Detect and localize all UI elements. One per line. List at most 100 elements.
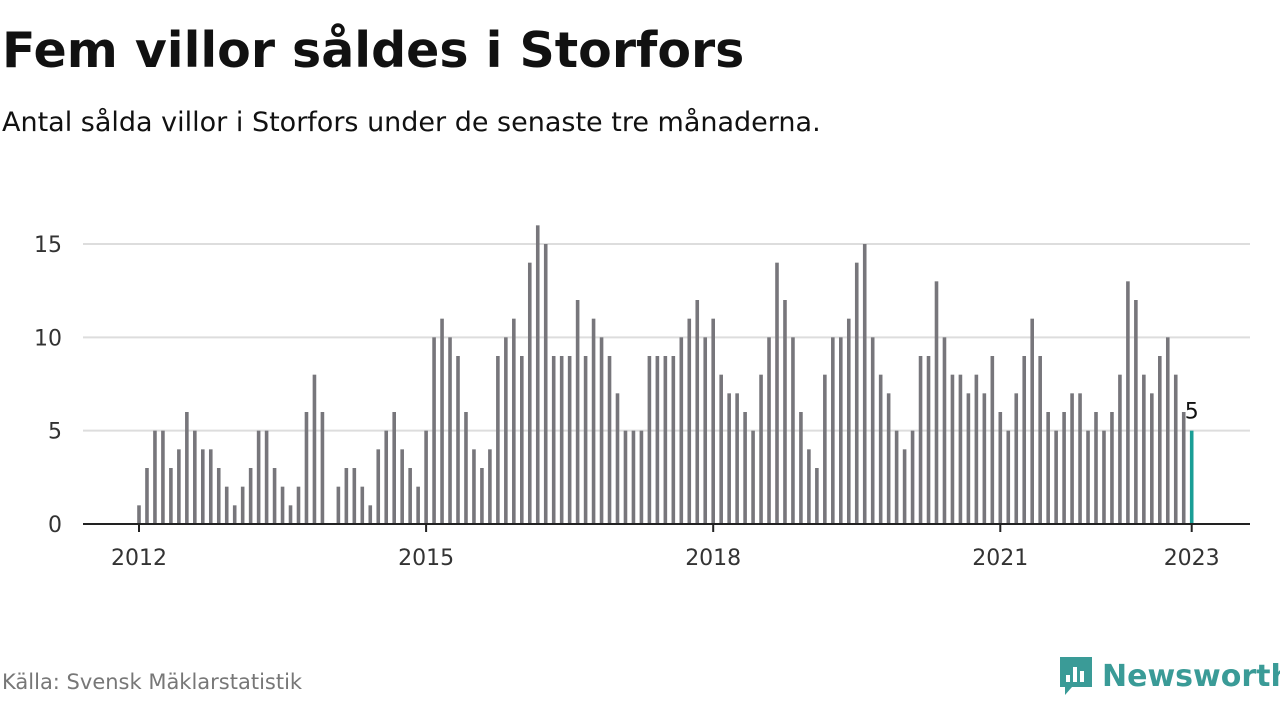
bar (878, 374, 883, 524)
bar (807, 449, 811, 524)
bar (926, 356, 931, 524)
bar (504, 337, 508, 524)
bar (647, 356, 652, 524)
bar (1014, 393, 1019, 524)
bar (854, 262, 859, 524)
brand-logo[interactable]: Newsworthy (1058, 654, 1280, 698)
bar (791, 337, 795, 524)
brand-name: Newsworthy (1102, 658, 1280, 694)
bar (735, 393, 739, 524)
annotations: 5 (1185, 400, 1199, 425)
bar (839, 337, 843, 524)
bar (1062, 412, 1066, 524)
bar (1078, 393, 1082, 524)
bar (767, 337, 771, 524)
bar (727, 393, 731, 524)
bar (1134, 300, 1138, 524)
bar (711, 318, 715, 524)
bar (743, 412, 747, 524)
bar (272, 468, 277, 524)
bar (320, 412, 325, 524)
bar (400, 449, 404, 524)
bar (902, 449, 907, 524)
bar (615, 393, 620, 524)
x-tick-label: 2021 (972, 546, 1028, 571)
bar (886, 393, 891, 524)
bar (1046, 412, 1050, 524)
bar (910, 430, 915, 524)
bar (591, 318, 596, 524)
bar (496, 356, 500, 524)
bar-highlight (1189, 430, 1194, 524)
bar (1165, 337, 1170, 524)
bar (551, 356, 556, 524)
bar (193, 430, 197, 524)
bar (312, 374, 317, 524)
bar (535, 225, 540, 525)
bar (703, 337, 708, 524)
bar (464, 412, 468, 524)
bar (631, 430, 636, 524)
bar (751, 430, 755, 524)
bar (950, 374, 955, 524)
bar (1158, 356, 1162, 524)
bar-chart: 0 5 10 15 2012 2015 2018 2021 2023 5 (34, 225, 1250, 571)
bar (432, 337, 436, 524)
bar (894, 430, 899, 524)
bar (687, 318, 692, 524)
bar (1022, 356, 1027, 524)
bar (416, 486, 420, 524)
bar (201, 449, 205, 524)
bar (1150, 393, 1154, 524)
bar (567, 356, 572, 524)
bar (990, 356, 995, 524)
bar (216, 468, 221, 524)
bar (639, 430, 644, 524)
bar (376, 449, 381, 524)
bar (288, 505, 293, 524)
bar (870, 337, 875, 524)
x-tick-label: 2015 (398, 546, 454, 571)
bar (472, 449, 476, 524)
bar (942, 337, 947, 524)
x-tick-label: 2012 (111, 546, 167, 571)
bar (1054, 430, 1058, 524)
bar (145, 468, 149, 524)
bar (663, 356, 668, 524)
highlight-value-label: 5 (1185, 400, 1199, 425)
bar (264, 430, 269, 524)
bar (679, 337, 684, 524)
bar (304, 412, 309, 524)
bar (543, 244, 548, 524)
bar (208, 449, 213, 524)
bar (1086, 430, 1090, 524)
bar (232, 505, 237, 524)
bar (384, 430, 389, 524)
bar (488, 449, 492, 524)
bar (966, 393, 971, 524)
bar (783, 300, 787, 524)
bar (918, 356, 923, 524)
bar (527, 262, 532, 524)
bar (169, 468, 173, 524)
bar (775, 262, 779, 524)
y-tick-label: 10 (34, 326, 62, 351)
bar (599, 337, 604, 524)
bar (815, 468, 819, 524)
bar (1126, 281, 1130, 524)
bar (982, 393, 987, 524)
bar (1030, 318, 1034, 524)
bar (408, 468, 412, 524)
bar (575, 300, 580, 524)
bar (520, 356, 524, 524)
bar (440, 318, 444, 524)
chart-title: Fem villor såldes i Storfors (2, 22, 745, 79)
bar (256, 430, 261, 524)
bar (1173, 374, 1178, 524)
bar (846, 318, 851, 524)
chart-subtitle: Antal sålda villor i Storfors under de s… (2, 107, 821, 138)
bars (137, 225, 1194, 525)
bar (456, 356, 460, 524)
y-tick-label: 15 (34, 233, 62, 258)
bar (607, 356, 612, 524)
